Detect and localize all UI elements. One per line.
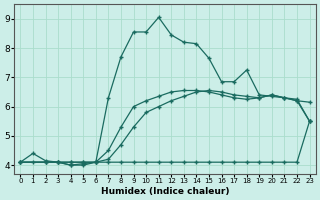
X-axis label: Humidex (Indice chaleur): Humidex (Indice chaleur)	[101, 187, 229, 196]
